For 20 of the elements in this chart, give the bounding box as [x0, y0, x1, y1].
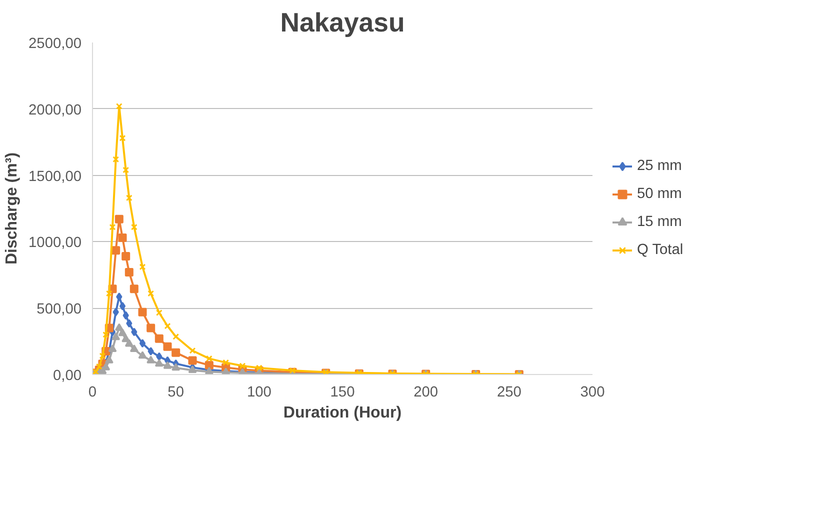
x-tick-label: 50 — [168, 384, 184, 400]
x-tick-label: 150 — [330, 384, 355, 400]
chart-title: Nakayasu — [280, 8, 405, 38]
y-tick-label: 0,00 — [52, 368, 82, 384]
x-tick-label: 0 — [88, 384, 97, 400]
y-axis-title: Discharge (m³) — [4, 152, 21, 265]
x-tick-label: 200 — [414, 384, 438, 400]
legend-label: 15 mm — [637, 214, 682, 230]
legend-label: Q Total — [637, 242, 684, 258]
y-tick-label: 500,00 — [36, 302, 82, 318]
x-tick-label: 100 — [246, 384, 272, 400]
x-axis-title: Duration (Hour) — [283, 404, 402, 422]
x-tick-label: 250 — [496, 384, 522, 400]
x-tick-label: 300 — [580, 384, 605, 400]
y-tick-label: 2500,00 — [28, 36, 82, 52]
y-tick-label: 1500,00 — [28, 168, 82, 185]
y-tick-label: 2000,00 — [28, 102, 82, 118]
legend-label: 25 mm — [637, 158, 682, 174]
legend-label: 50 mm — [637, 186, 682, 202]
y-tick-label: 1000,00 — [28, 235, 82, 252]
